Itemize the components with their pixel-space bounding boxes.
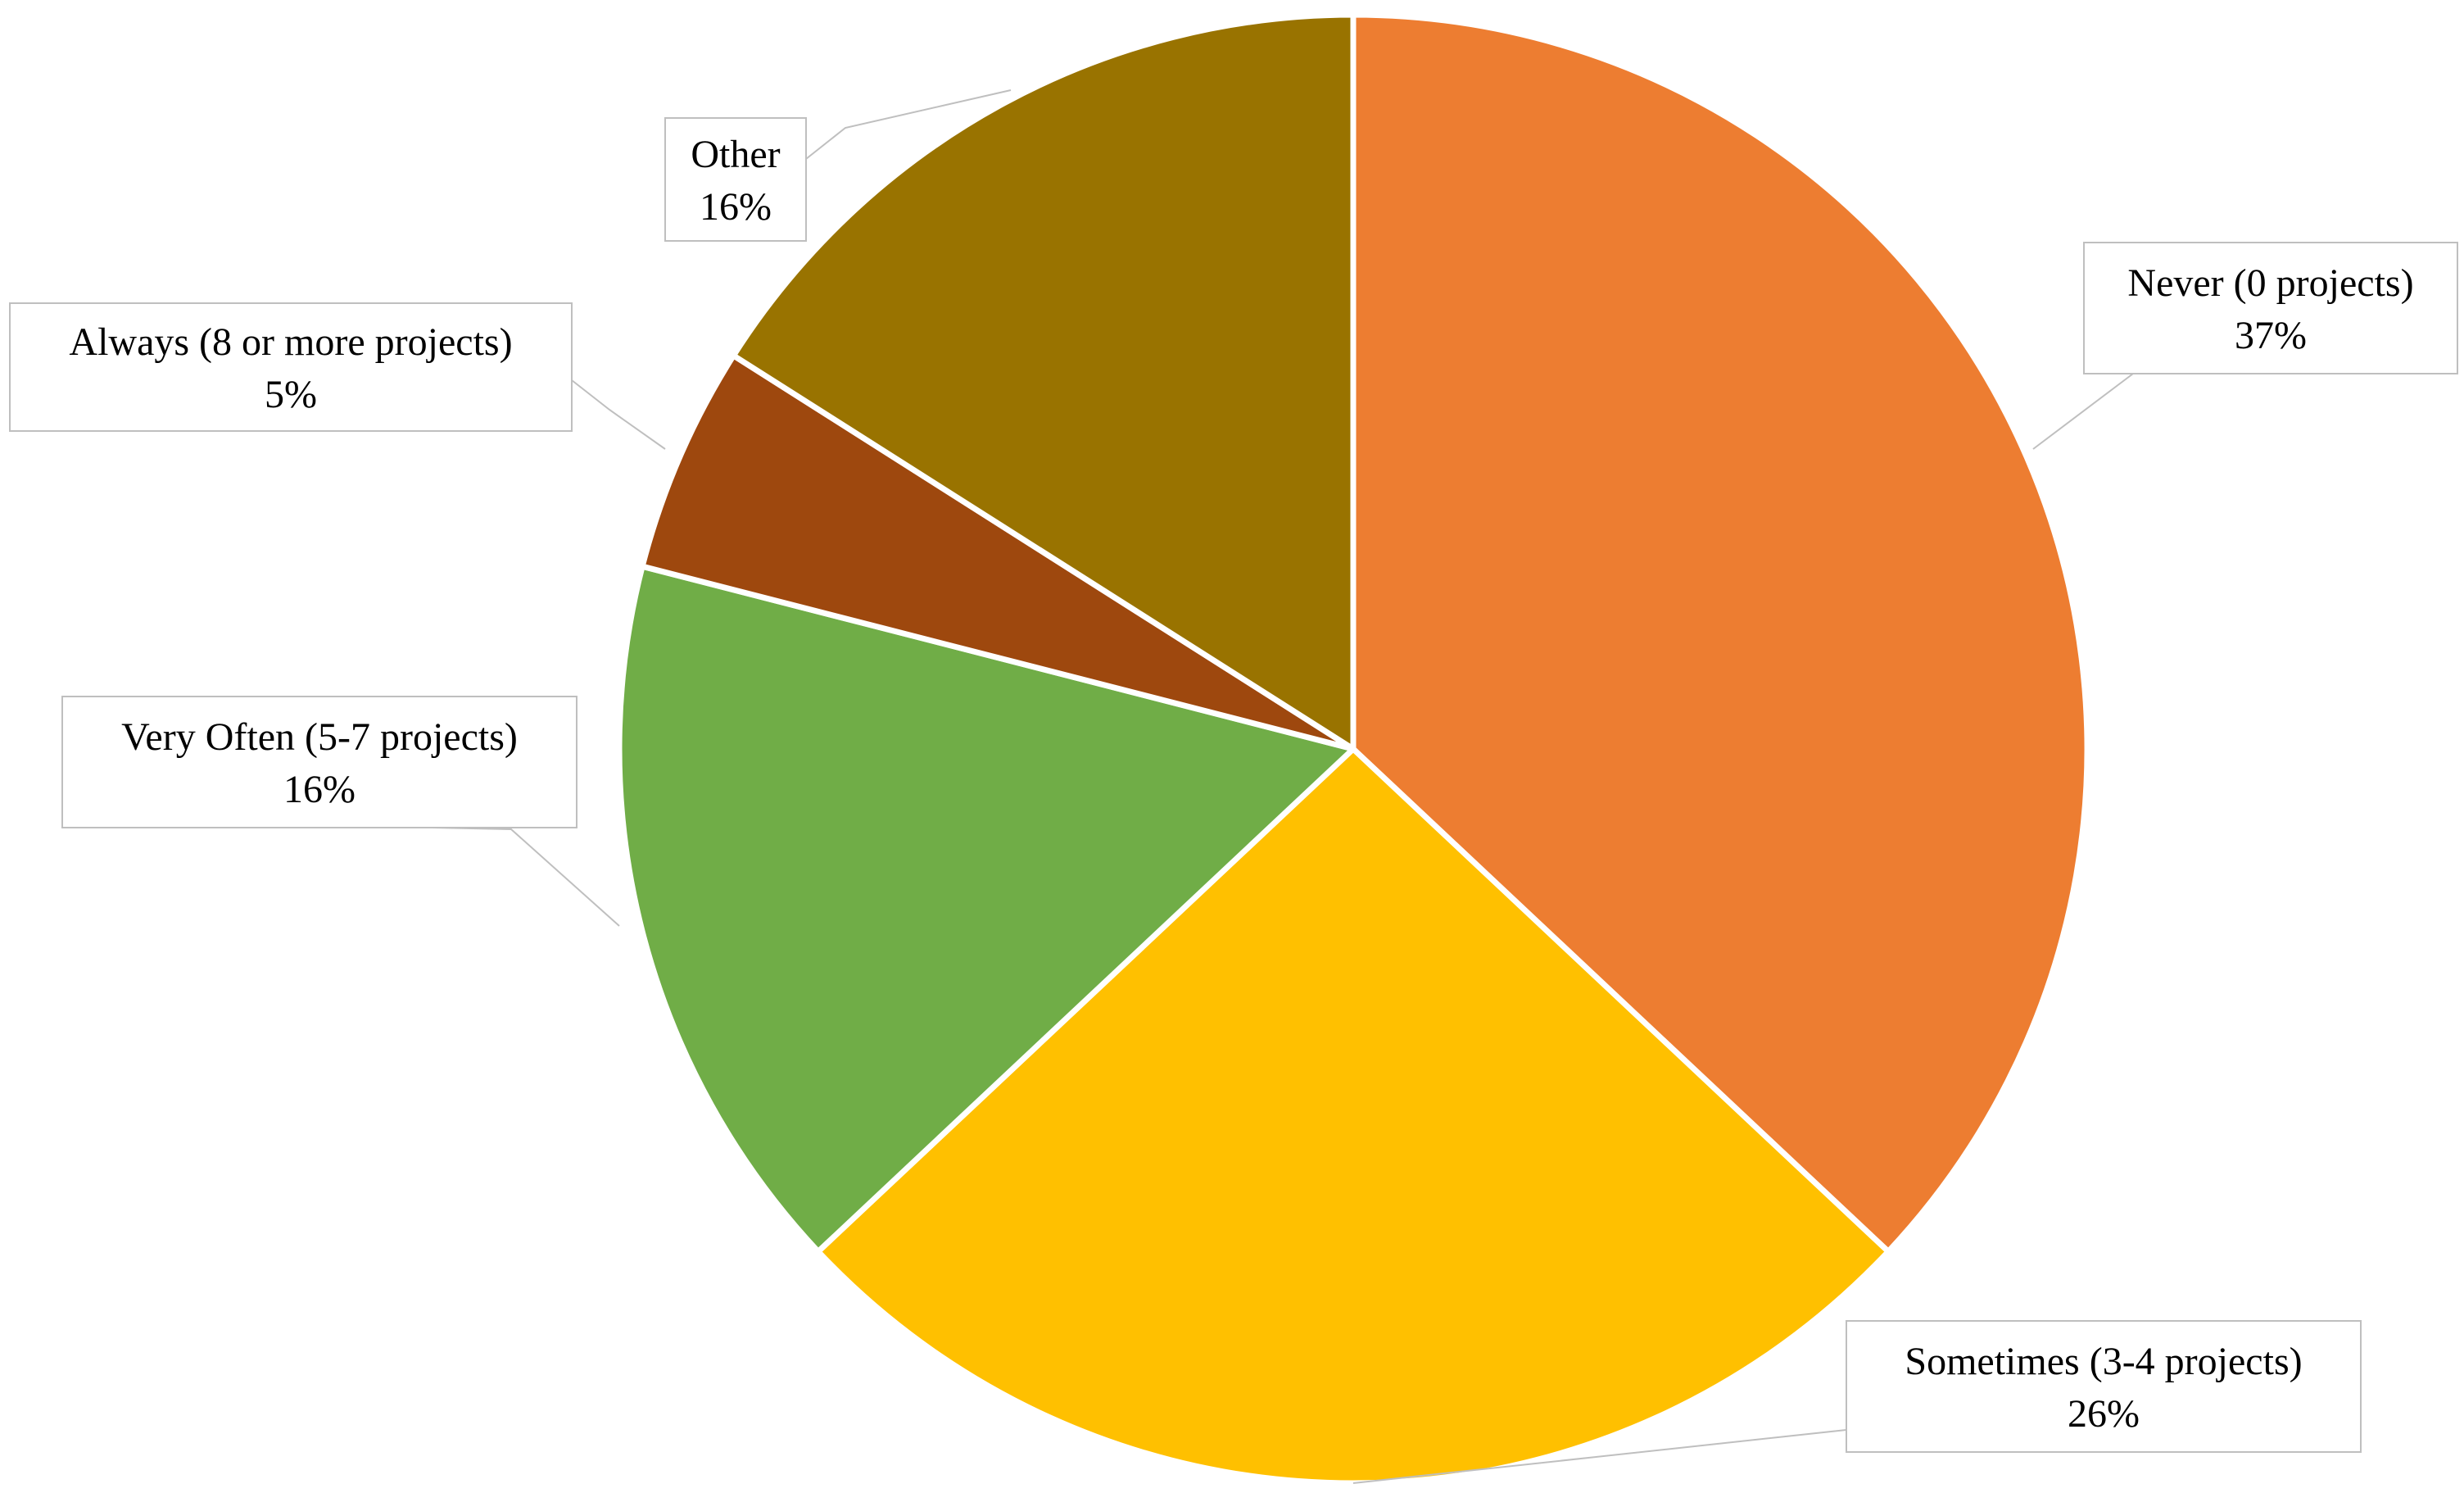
data-label-box [2083, 242, 2458, 374]
data-label-box [9, 302, 573, 432]
data-label-never-0-projects: Never (0 projects) 37% [2083, 242, 2458, 374]
data-label-sometimes-3-4-projects: Sometimes (3-4 projects) 26% [1846, 1320, 2362, 1453]
pie-slices [616, 11, 2090, 1486]
leader-line-other [805, 89, 1012, 160]
slice-value-label: 37% [2235, 314, 2307, 357]
data-label-other: Other 16% [664, 117, 807, 242]
data-label-very-often-5-7-projects: Very Often (5-7 projects) 16% [61, 696, 578, 828]
leader-line-never-0-projects [2032, 373, 2134, 450]
slice-category-label: Other [691, 133, 780, 176]
slice-category-label: Never (0 projects) [2127, 261, 2413, 305]
data-label-box [61, 696, 578, 828]
slice-category-label: Sometimes (3-4 projects) [1905, 1340, 2302, 1383]
data-labels: Never (0 projects) 37% Sometimes (3-4 proj… [9, 117, 2458, 1453]
pie-slice-very-often-5-7-projects [616, 563, 1357, 1255]
pie-slice-always-8-or-more-projects [639, 352, 1357, 752]
slice-value-label: 16% [700, 185, 772, 229]
slice-category-label: Always (8 or more projects) [69, 320, 512, 364]
pie-slice-other [730, 11, 1357, 752]
data-label-box [664, 117, 807, 242]
data-label-always-8-or-more-projects: Always (8 or more projects) 5% [9, 302, 573, 432]
leader-line-very-often-5-7-projects [432, 827, 620, 927]
data-label-box [1846, 1320, 2362, 1453]
leader-line-always-8-or-more-projects [571, 379, 666, 450]
slice-category-label: Very Often (5-7 projects) [121, 715, 518, 759]
slice-value-label: 5% [265, 373, 317, 416]
slice-value-label: 26% [2068, 1392, 2140, 1436]
pie-slice-never-0-projects [1350, 11, 2090, 1255]
leader-line-sometimes-3-4-projects [1352, 1429, 1847, 1484]
slice-value-label: 16% [283, 768, 356, 811]
